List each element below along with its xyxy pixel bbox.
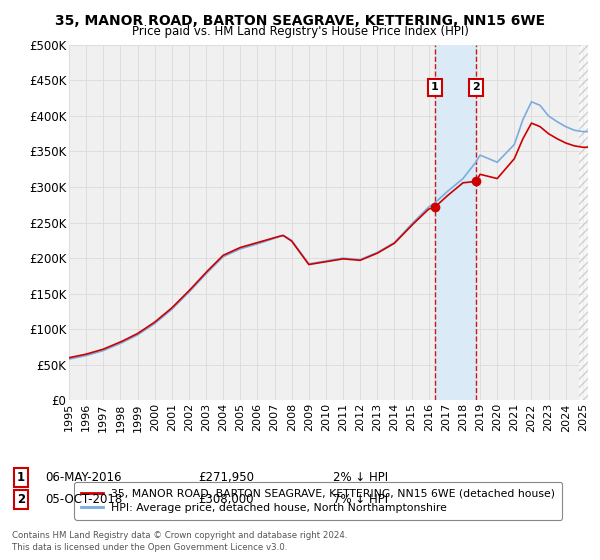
Text: £308,000: £308,000 [198, 493, 254, 506]
Text: £271,950: £271,950 [198, 470, 254, 484]
Legend: 35, MANOR ROAD, BARTON SEAGRAVE, KETTERING, NN15 6WE (detached house), HPI: Aver: 35, MANOR ROAD, BARTON SEAGRAVE, KETTERI… [74, 482, 562, 520]
Text: 2% ↓ HPI: 2% ↓ HPI [333, 470, 388, 484]
Text: 2: 2 [17, 493, 25, 506]
Text: 05-OCT-2018: 05-OCT-2018 [45, 493, 122, 506]
Text: 35, MANOR ROAD, BARTON SEAGRAVE, KETTERING, NN15 6WE: 35, MANOR ROAD, BARTON SEAGRAVE, KETTERI… [55, 14, 545, 28]
Bar [435, 45, 476, 400]
Text: Contains HM Land Registry data © Crown copyright and database right 2024.
This d: Contains HM Land Registry data © Crown c… [12, 531, 347, 552]
Text: 06-MAY-2016: 06-MAY-2016 [45, 470, 121, 484]
Text: 1: 1 [17, 470, 25, 484]
Text: 2: 2 [472, 82, 479, 92]
Bar [578, 45, 588, 400]
Text: Price paid vs. HM Land Registry's House Price Index (HPI): Price paid vs. HM Land Registry's House … [131, 25, 469, 38]
Text: 7% ↓ HPI: 7% ↓ HPI [333, 493, 388, 506]
Text: 1: 1 [431, 82, 439, 92]
Bar [578, 45, 588, 400]
